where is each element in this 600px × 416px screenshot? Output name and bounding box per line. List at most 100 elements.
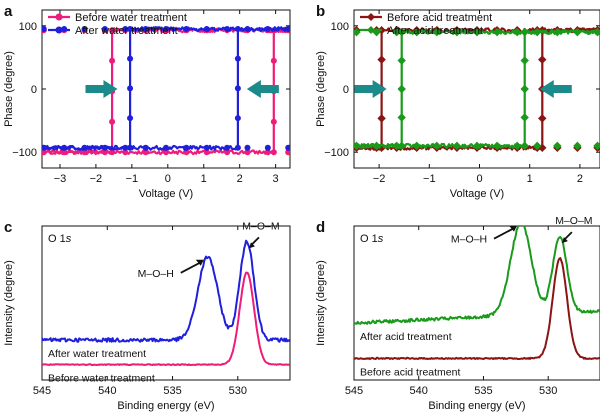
data-point [244, 149, 251, 156]
x-tick-label: 3 [273, 173, 279, 185]
data-point [122, 144, 129, 151]
data-point [203, 25, 210, 32]
core-level-label: O 1s [360, 233, 384, 245]
data-point [142, 144, 149, 151]
data-point [285, 25, 290, 32]
data-point [538, 114, 547, 123]
data-point [142, 25, 149, 32]
x-tick-label: 535 [474, 385, 492, 397]
x-tick-label: 0 [165, 173, 171, 185]
data-point [377, 55, 386, 64]
data-point [234, 55, 241, 62]
x-tick-label: 530 [229, 385, 247, 397]
x-tick-label: 535 [163, 385, 181, 397]
data-point [81, 25, 88, 32]
x-tick-label: 545 [33, 385, 51, 397]
peak-label: M–O–H [451, 234, 487, 246]
data-point [397, 113, 406, 122]
data-point [122, 149, 129, 156]
series-label: After water treatment [48, 348, 146, 360]
data-point [492, 27, 502, 37]
series-line [42, 239, 290, 343]
data-point [61, 149, 68, 156]
data-point [412, 141, 421, 151]
core-level-label: O 1s [48, 233, 72, 245]
data-point [533, 141, 542, 151]
data-point [392, 27, 401, 37]
annotation-arrow [539, 80, 572, 98]
data-point [234, 25, 241, 32]
y-tick-label: −100 [324, 147, 349, 159]
x-tick-label: −3 [54, 173, 67, 185]
data-point [101, 25, 108, 32]
plot-frame [353, 225, 600, 381]
y-axis-label: Intensity (degree) [315, 260, 327, 346]
x-tick-label: 540 [98, 385, 116, 397]
peak-label: M–O–M [555, 215, 592, 227]
y-tick-label: 100 [331, 21, 349, 33]
data-point [183, 144, 190, 151]
data-point [520, 141, 529, 151]
peak-arrow [493, 227, 514, 240]
y-axis-label: Intensity (degree) [3, 260, 15, 346]
panel-label-c: c [4, 219, 12, 236]
data-point [452, 141, 462, 151]
data-point [224, 25, 231, 32]
data-point [127, 25, 134, 32]
data-point [244, 25, 251, 32]
legend-label: Before water treatment [75, 12, 187, 24]
legend-marker [367, 26, 375, 34]
data-point [432, 141, 442, 151]
x-tick-label: 545 [345, 385, 363, 397]
panel-a: −3 −2 −1 0 1 2 3 −100 0 100 Voltage (V) Phase (degr… [3, 9, 291, 200]
annotation-arrow [85, 80, 118, 98]
panel-b: −2 −1 0 1 2 −100 0 100 Voltage (V) Phase (degree)… [315, 9, 600, 200]
data-point [127, 85, 134, 92]
plot-frame [41, 225, 291, 381]
data-point [512, 27, 522, 37]
data-point [109, 118, 116, 125]
data-point [553, 27, 562, 37]
panel-label-b: b [316, 3, 325, 20]
data-point [432, 27, 442, 37]
data-point [142, 149, 149, 156]
core-level-text: O 1 [360, 233, 378, 245]
peak-arrowhead [248, 242, 255, 249]
data-point [244, 144, 251, 151]
data-point [163, 144, 169, 151]
x-tick-label: 2 [237, 173, 243, 185]
x-axis-label: Voltage (V) [450, 188, 504, 200]
peak-arrowhead [195, 259, 204, 266]
peak-arrow [180, 262, 201, 274]
y-tick-label: 0 [31, 84, 37, 96]
data-point [109, 57, 116, 64]
plot-area [354, 226, 600, 361]
core-level-text: O 1 [48, 233, 66, 245]
data-point [203, 149, 210, 156]
x-tick-label: 1 [201, 173, 207, 185]
legend-marker [55, 26, 63, 34]
data-point [234, 115, 241, 122]
data-point [412, 27, 421, 37]
x-tick-label: 1 [527, 173, 533, 185]
panel-label-d: d [316, 219, 325, 236]
data-point [234, 144, 241, 151]
data-point [224, 144, 231, 151]
data-point [377, 114, 386, 123]
data-point [397, 84, 406, 94]
data-point [573, 141, 582, 151]
data-point [573, 27, 582, 37]
legend-label: After acid treatment [387, 25, 483, 37]
data-point [270, 149, 277, 156]
legend-marker [367, 13, 375, 21]
peak-arrowhead [561, 237, 568, 244]
data-point [81, 149, 88, 156]
data-point [264, 149, 271, 156]
data-point [392, 141, 401, 151]
data-point [354, 141, 361, 151]
data-point [520, 113, 529, 122]
data-point [61, 144, 68, 151]
y-tick-label: 100 [19, 21, 37, 33]
x-axis-label: Binding energy (eV) [117, 400, 214, 412]
annotation-arrow [354, 80, 387, 98]
